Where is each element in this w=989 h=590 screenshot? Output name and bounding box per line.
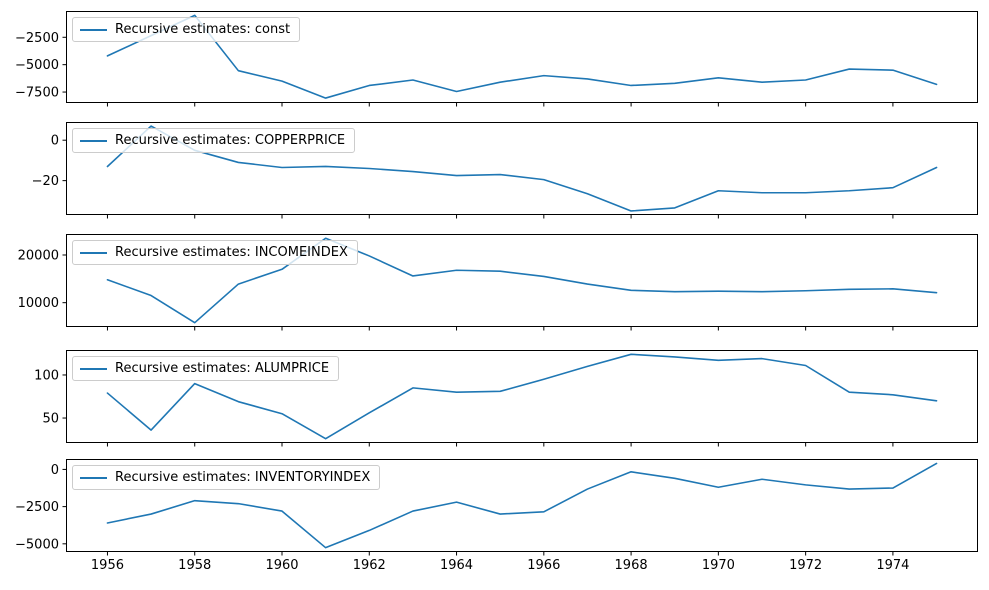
series-line bbox=[106, 237, 938, 324]
legend: Recursive estimates: COPPERPRICE bbox=[72, 128, 356, 153]
axes-frame bbox=[66, 122, 978, 215]
x-tick-label: 1960 bbox=[265, 558, 298, 573]
y-tick-label: 10000 bbox=[18, 296, 59, 311]
axes-const: −2500 −5000 −7500 bbox=[15, 11, 978, 107]
x-tick-label: 1964 bbox=[440, 558, 473, 573]
legend-line-sample bbox=[80, 28, 107, 31]
legend: Recursive estimates: ALUMPRICE bbox=[72, 356, 340, 381]
axes-incomeindex: 20000 10000 bbox=[18, 234, 978, 331]
y-tick-label: 0 bbox=[51, 463, 59, 478]
x-tick-label: 1956 bbox=[91, 558, 124, 573]
y-tick-label: −2500 bbox=[15, 31, 59, 46]
axes-frame bbox=[66, 11, 978, 103]
legend-line-sample bbox=[80, 139, 107, 142]
y-tick-label: 0 bbox=[51, 134, 59, 149]
axes-copperprice: 0 −20 bbox=[32, 122, 978, 219]
subplot-const: −2500 −5000 −7500 Recursive estimates: con… bbox=[0, 11, 989, 107]
axes-alumprice: 100 50 bbox=[34, 350, 978, 447]
x-tick-label: 1968 bbox=[615, 558, 648, 573]
x-tick-label: 1966 bbox=[527, 558, 560, 573]
y-tick-label: −5000 bbox=[15, 537, 59, 552]
legend-label: Recursive estimates: const bbox=[115, 22, 291, 37]
axes-frame bbox=[66, 459, 978, 552]
x-tick-label: 1958 bbox=[178, 558, 211, 573]
y-tick-label: 100 bbox=[34, 368, 59, 383]
subplot-alumprice: 100 50 Recursive estimates: ALUMPRICE bbox=[0, 350, 989, 447]
legend-label: Recursive estimates: COPPERPRICE bbox=[115, 133, 346, 148]
legend-label: Recursive estimates: INCOMEINDEX bbox=[115, 245, 348, 260]
legend-line-sample bbox=[80, 476, 107, 479]
legend-label: Recursive estimates: ALUMPRICE bbox=[115, 361, 330, 376]
y-tick-label: 20000 bbox=[18, 248, 59, 263]
legend: Recursive estimates: const bbox=[72, 17, 301, 42]
legend: Recursive estimates: INCOMEINDEX bbox=[72, 240, 358, 265]
legend-label: Recursive estimates: INVENTORYINDEX bbox=[115, 470, 371, 485]
legend-line-sample bbox=[80, 251, 107, 254]
y-tick-label: −20 bbox=[32, 174, 59, 189]
subplot-incomeindex: 20000 10000 Recursive estimates: INCOMEIN… bbox=[0, 234, 989, 331]
series-line bbox=[106, 353, 938, 440]
y-tick-label: −7500 bbox=[15, 86, 59, 101]
y-tick-label: −5000 bbox=[15, 58, 59, 73]
subplot-inventoryindex: 0 −2500 −5000 1956 1958 1960 1962 1964 1966 1968 1… bbox=[0, 459, 989, 573]
series-line bbox=[106, 14, 938, 99]
axes-frame bbox=[66, 234, 978, 327]
y-tick-label: 50 bbox=[42, 412, 59, 427]
series-line bbox=[106, 125, 938, 212]
x-tick-label: 1970 bbox=[702, 558, 735, 573]
x-tick-label: 1962 bbox=[353, 558, 386, 573]
legend: Recursive estimates: INVENTORYINDEX bbox=[72, 465, 381, 490]
axes-inventoryindex: 0 −2500 −5000 1956 1958 1960 1962 1964 1966 1968 1… bbox=[15, 459, 978, 573]
axes-frame bbox=[66, 350, 978, 443]
x-tick-label: 1974 bbox=[876, 558, 909, 573]
subplot-copperprice: 0 −20 Recursive estimates: COPPERPRICE bbox=[0, 122, 989, 219]
legend-line-sample bbox=[80, 367, 107, 370]
y-tick-label: −2500 bbox=[15, 500, 59, 515]
x-tick-label: 1972 bbox=[789, 558, 822, 573]
series-line bbox=[106, 462, 938, 549]
